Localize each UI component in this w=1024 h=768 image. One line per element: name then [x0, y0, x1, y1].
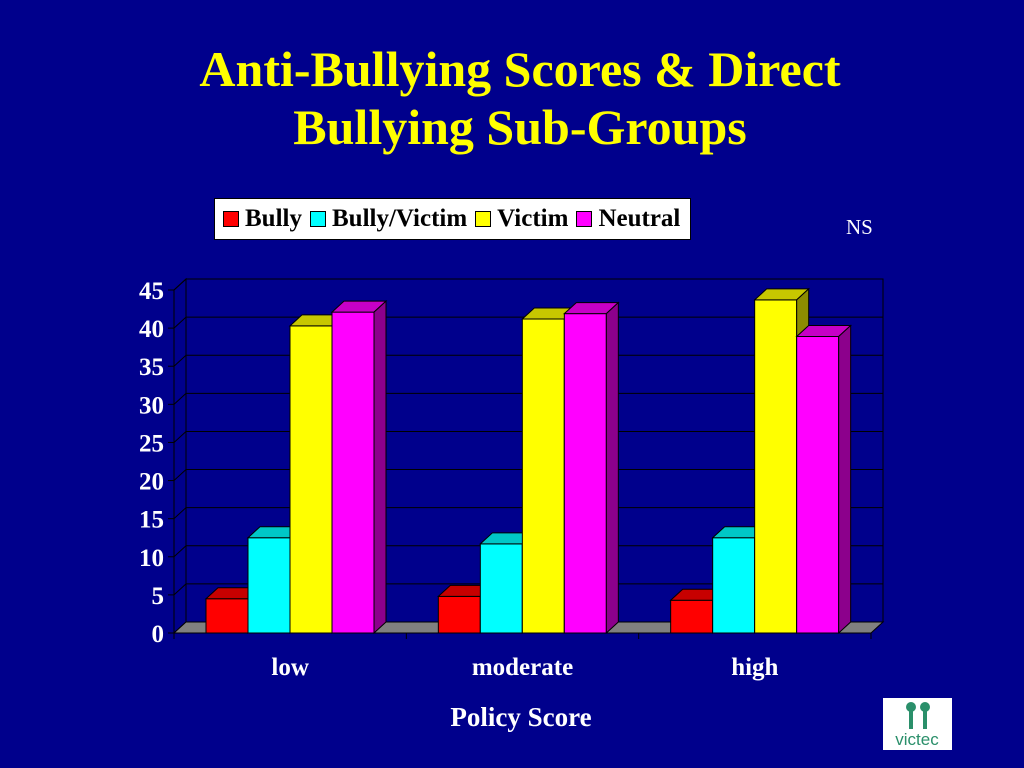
bar-side — [605, 301, 619, 635]
gridline — [173, 507, 883, 520]
legend-swatch-victim — [475, 211, 492, 227]
legend-item-bully-victim: Bully/Victim — [309, 205, 468, 233]
legend-label-bully-victim: Bully/Victim — [331, 205, 468, 232]
bar-victim-low — [289, 325, 333, 634]
legend-item-bully: Bully — [223, 205, 302, 233]
y-tick-label: 15 — [139, 507, 164, 534]
legend-swatch-neutral — [576, 211, 593, 227]
title-line-2: Bullying Sub-Groups — [293, 99, 747, 155]
legend-swatch-bully-victim — [309, 211, 326, 227]
bar-neutral-high — [796, 335, 840, 634]
bar-bully-high — [670, 599, 714, 634]
bar-bully-victim-low — [247, 537, 291, 634]
gridline — [173, 354, 883, 367]
y-tick-label: 5 — [152, 583, 165, 610]
logo-text: victec — [895, 730, 939, 749]
legend-swatch-bully — [223, 211, 239, 227]
y-tick-label: 45 — [139, 278, 164, 305]
chart-legend: Bully Bully/Victim Victim Neutral — [214, 198, 692, 240]
plot-side-wall — [173, 277, 187, 635]
gridline — [173, 392, 883, 405]
legend-label-bully: Bully — [245, 205, 302, 232]
title-line-1: Anti-Bullying Scores & Direct — [199, 41, 841, 97]
victec-logo: victec — [883, 698, 952, 750]
y-tick-label: 35 — [139, 354, 164, 381]
gridline — [173, 583, 883, 596]
gridline — [173, 278, 883, 291]
y-tick-label: 0 — [152, 621, 165, 648]
bar-bully-victim-high — [712, 537, 756, 634]
x-tick-label: moderate — [472, 654, 573, 681]
gridline — [173, 316, 883, 329]
significance-note: NS — [846, 215, 873, 239]
y-tick-label: 30 — [139, 392, 164, 419]
x-axis-title: Policy Score — [450, 702, 591, 732]
x-tick-label: high — [731, 654, 778, 681]
y-tick-label: 10 — [139, 545, 164, 572]
bar-neutral-low — [331, 311, 375, 634]
y-tick-label: 40 — [139, 316, 164, 343]
gridline — [173, 469, 883, 481]
y-tick-label: 20 — [139, 469, 164, 496]
legend-label-neutral: Neutral — [598, 205, 681, 232]
bar-bully-victim-moderate — [479, 543, 523, 634]
bar-neutral-moderate — [563, 313, 607, 634]
gridline — [173, 545, 883, 558]
gridline — [173, 430, 883, 443]
legend-item-neutral: Neutral — [576, 205, 680, 233]
bar-victim-high — [754, 299, 798, 634]
bar-bully-moderate — [437, 595, 481, 634]
bar-bully-low — [205, 598, 249, 634]
x-tick-label: low — [271, 654, 309, 681]
slide-title: Anti-Bullying Scores & Direct Bullying S… — [60, 40, 980, 156]
bar-side — [838, 324, 852, 635]
legend-label-victim: Victim — [497, 205, 569, 232]
y-tick-label: 25 — [139, 430, 164, 457]
bar-side — [373, 299, 387, 635]
victec-logo-graphic: victec — [895, 702, 939, 749]
bar-victim-moderate — [521, 318, 565, 634]
legend-item-victim: Victim — [475, 205, 568, 233]
